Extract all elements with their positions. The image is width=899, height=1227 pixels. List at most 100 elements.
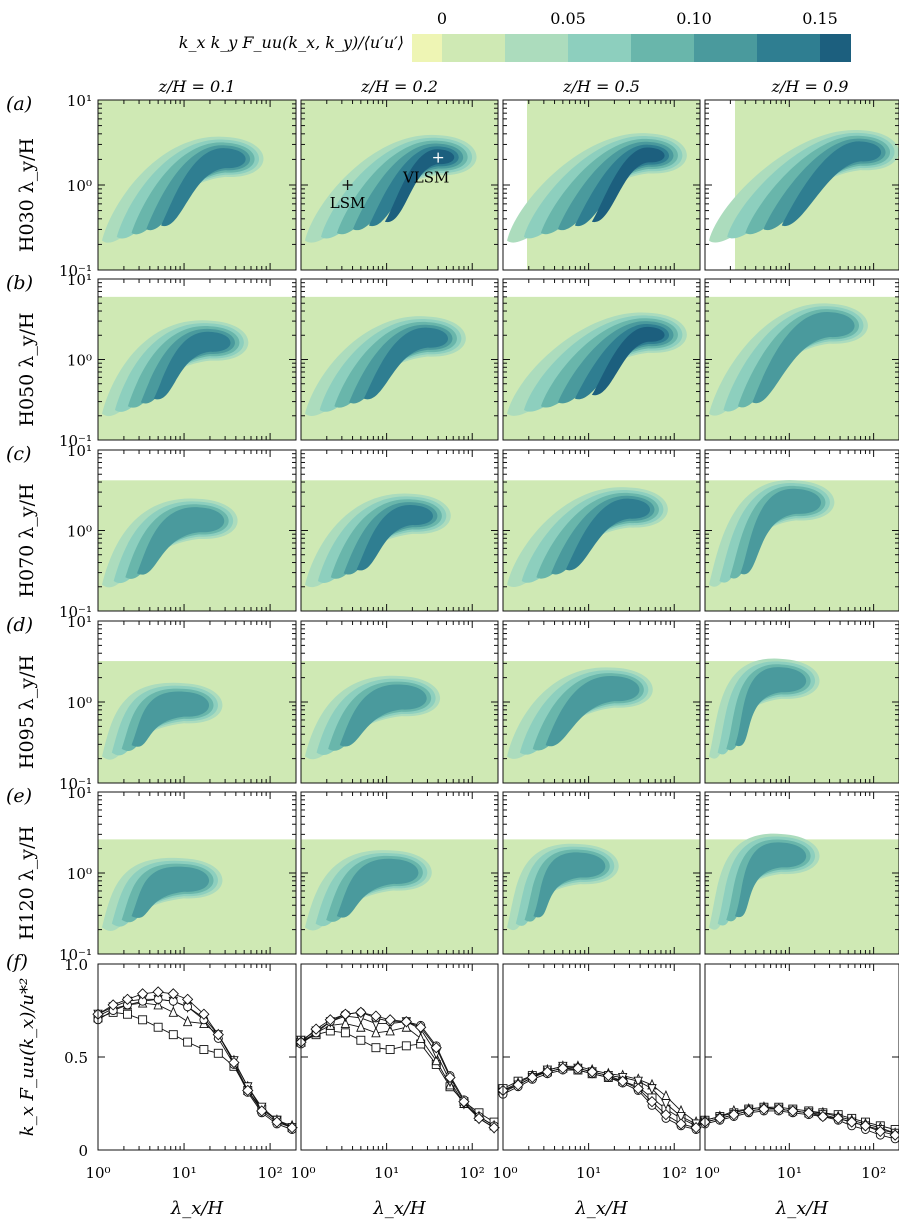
colorbar-label: k_x k_y F_uu(k_x, k_y)/⟨u′u′⟩ [179,33,404,52]
colorbar-swatch [412,34,442,62]
y-tick-label: 1.0 [64,956,88,974]
x-tick-label: 10² [258,1164,283,1182]
spectrum-contour [574,324,670,400]
spectrum-contour [565,498,651,571]
diamond-point [228,1056,240,1069]
row-ylabel: H095 λ_y/H [16,655,38,769]
diamond-point [400,1016,412,1028]
square-point [340,1028,350,1038]
x-tick-label: 10¹ [374,1164,399,1182]
square-point [153,1022,163,1032]
spectrum-contour [131,866,210,918]
series-diamond [92,986,298,1134]
y-tick-label: 10⁰ [67,523,92,541]
diamond-point [617,1075,629,1087]
diamond-point [660,1109,672,1121]
x-tick-label: 10⁰ [85,1164,110,1182]
square-point [123,1009,132,1019]
triangle-up-point [371,1026,381,1038]
spectrum-contour [336,858,419,918]
line-panel: 10⁰ 10¹ 10² λ_x/H [694,963,899,1219]
diamond-point [859,1120,872,1132]
panel-frame [704,963,899,1151]
panel-tag: (a) [6,93,32,115]
colorbar-swatch [694,34,757,62]
spectrum-contour [781,141,882,227]
y-tick-label: 10⁰ [67,694,92,712]
y-tick-label: 10⁰ [67,865,92,883]
spectrum-panel [300,791,499,955]
diamond-point [773,1103,785,1115]
row-ylabel: H050 λ_y/H [16,312,38,426]
square-point [356,1035,366,1045]
series-line [300,1030,495,1123]
panel-frame [97,963,297,1151]
y-tick-label: 10¹ [67,784,92,802]
diamond-point [832,1112,844,1125]
spectrum-panel [300,449,499,612]
diamond-point [355,1006,367,1018]
triangle-up-point [182,1015,193,1027]
series-diamond [699,1103,899,1141]
spectrum-contour [384,149,455,223]
row-ylabel: H070 λ_y/H [16,483,38,597]
spectrum-contour [161,148,246,227]
spectrum-panel [502,620,701,784]
diamond-point [714,1112,726,1125]
triangle-up-point [415,1032,426,1043]
diamond-point [586,1066,598,1078]
column-title: z/H = 0.5 [562,77,640,96]
spectrum-contour [591,147,665,223]
diamond-point [512,1079,524,1091]
panel-tag: (e) [6,785,32,807]
diamond-point [167,988,179,1000]
y-tick-label: 10⁰ [67,352,92,370]
column-title: z/H = 0.9 [771,77,849,96]
x-tick-label: 10¹ [171,1164,196,1182]
spectrum-panel [704,449,899,612]
diamond-point [256,1105,268,1117]
spectrum-contour [591,326,665,396]
triangle-up-point [431,1054,441,1066]
colorbar-swatch [757,34,820,62]
panel-tag: (f) [6,951,28,973]
y-tick-label: 10⁻¹ [59,775,92,793]
triangle-down-point [647,1084,657,1095]
diamond-point [889,1129,899,1141]
diamond-point [286,1122,298,1134]
diamond-point [675,1118,687,1130]
spectrum-panel [502,449,701,612]
y-tick-label: 10¹ [67,613,92,631]
x-tick-label: 10² [861,1164,886,1182]
square-point [183,1037,193,1047]
spectrum-panel: 10⁻¹ 10⁰ 10¹ [59,613,297,793]
spectrum-panel [704,620,899,784]
spectrum-contour [339,684,427,747]
column-title: z/H = 0.1 [158,77,236,96]
diamond-point [646,1096,658,1108]
y-tick-label: 10⁻¹ [59,262,92,280]
line-panel: 10⁰ 10¹ 10² λ_x/H [492,963,702,1219]
y-tick-label: 0 [78,1142,88,1160]
x-tick-label: 10² [460,1164,485,1182]
square-point [168,1030,178,1040]
row-ylabel: H120 λ_y/H [16,826,38,940]
y-tick-label: 10¹ [67,442,92,460]
diamond-point [690,1122,702,1134]
triangle-up-point [356,1021,366,1032]
colorbar-tick-label: 0 [437,9,447,28]
x-axis-label: λ_x/H [170,1198,224,1219]
spectrum-contour [363,327,449,400]
spectrum-panel [704,791,899,955]
x-tick-label: 10² [662,1164,687,1182]
diamond-point [758,1103,770,1115]
spectrum-contour [153,331,231,400]
panel-frame [300,963,499,1151]
diamond-point [488,1122,500,1134]
diamond-point [743,1105,755,1117]
y-tick-label: 0.5 [64,1049,88,1067]
spectrum-contour [740,488,822,575]
diamond-point [107,999,119,1011]
diamond-point [632,1082,644,1095]
x-axis-label: λ_x/H [775,1198,829,1219]
